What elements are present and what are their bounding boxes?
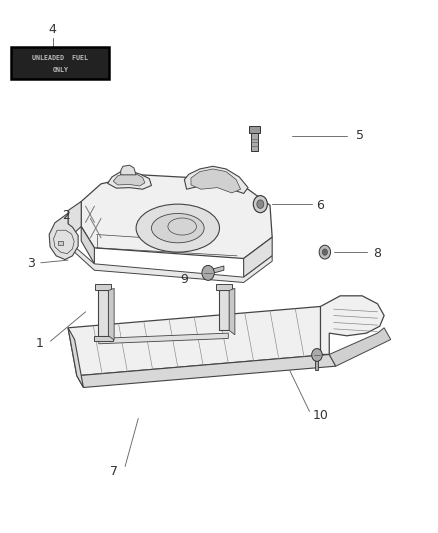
Polygon shape bbox=[81, 227, 94, 264]
Polygon shape bbox=[328, 328, 390, 366]
Polygon shape bbox=[251, 133, 258, 151]
Text: 6: 6 bbox=[316, 199, 324, 212]
Polygon shape bbox=[68, 306, 328, 376]
Circle shape bbox=[311, 349, 321, 361]
Polygon shape bbox=[68, 328, 83, 387]
Polygon shape bbox=[120, 165, 136, 175]
Polygon shape bbox=[49, 213, 78, 260]
Circle shape bbox=[253, 196, 267, 213]
Polygon shape bbox=[95, 284, 111, 290]
Polygon shape bbox=[320, 296, 383, 354]
Text: 1: 1 bbox=[35, 337, 43, 350]
Text: 3: 3 bbox=[27, 257, 35, 270]
Text: 4: 4 bbox=[49, 23, 57, 36]
Polygon shape bbox=[248, 126, 260, 133]
Polygon shape bbox=[81, 175, 272, 259]
Text: 8: 8 bbox=[373, 247, 381, 260]
Ellipse shape bbox=[151, 213, 204, 243]
Polygon shape bbox=[58, 241, 63, 245]
Circle shape bbox=[256, 200, 263, 208]
Polygon shape bbox=[99, 333, 228, 344]
Polygon shape bbox=[68, 241, 272, 282]
Circle shape bbox=[321, 249, 327, 255]
Polygon shape bbox=[93, 336, 113, 341]
Polygon shape bbox=[107, 171, 151, 189]
Polygon shape bbox=[98, 290, 108, 336]
Polygon shape bbox=[204, 266, 223, 276]
Polygon shape bbox=[215, 284, 231, 290]
Polygon shape bbox=[191, 169, 240, 193]
Circle shape bbox=[318, 245, 330, 259]
Polygon shape bbox=[229, 288, 234, 335]
Text: 10: 10 bbox=[312, 409, 328, 422]
Polygon shape bbox=[243, 237, 272, 277]
Ellipse shape bbox=[136, 204, 219, 252]
Polygon shape bbox=[68, 201, 81, 239]
Text: 7: 7 bbox=[110, 465, 118, 478]
Text: 5: 5 bbox=[355, 130, 363, 142]
FancyBboxPatch shape bbox=[11, 47, 109, 79]
Polygon shape bbox=[314, 358, 318, 370]
Polygon shape bbox=[113, 173, 145, 186]
Polygon shape bbox=[77, 354, 335, 387]
Circle shape bbox=[201, 265, 214, 280]
Polygon shape bbox=[218, 290, 229, 330]
Text: 9: 9 bbox=[180, 273, 188, 286]
Text: 2: 2 bbox=[62, 209, 70, 222]
Text: UNLEADED  FUEL: UNLEADED FUEL bbox=[32, 55, 88, 61]
Text: ONLY: ONLY bbox=[52, 67, 68, 72]
Polygon shape bbox=[184, 166, 247, 193]
Polygon shape bbox=[108, 288, 114, 340]
